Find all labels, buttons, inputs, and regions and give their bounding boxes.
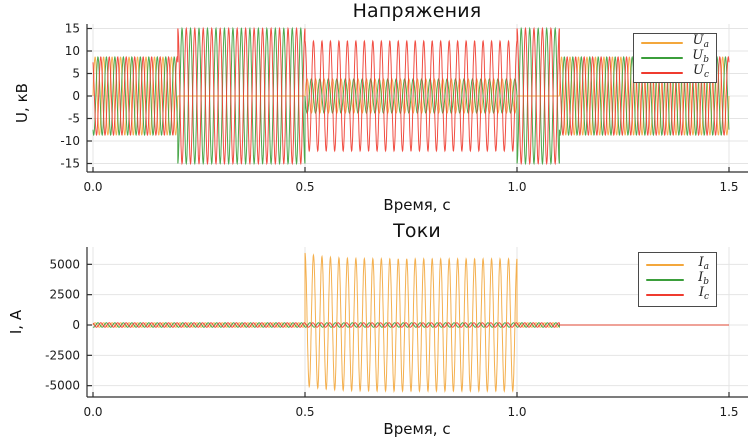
legend-label: Ib [698, 269, 709, 287]
legend-label: Ia [698, 254, 709, 272]
legend-item-U_c: Uc [641, 63, 709, 80]
voltages-legend: Ua Ub Uc [633, 33, 717, 83]
currents-y-axis-label: I, А [7, 309, 25, 335]
legend-line-sample [641, 57, 683, 59]
x-tick-label: 1.5 [719, 405, 738, 419]
x-tick-label: 1.0 [507, 180, 526, 194]
legend-line-sample [646, 278, 684, 281]
legend-item-I_b: Ib [646, 269, 709, 287]
waveform-U_b [92, 26, 730, 166]
y-tick-label: 5 [72, 67, 80, 81]
y-tick-label: 2500 [49, 288, 80, 302]
legend-item-I_c: Ic [646, 284, 709, 302]
legend-item-U_b: Ub [641, 48, 709, 65]
y-tick-label: -15 [60, 157, 80, 171]
currents-plot-title: Токи [393, 220, 441, 242]
currents-legend: Ia Ib Ic [638, 252, 717, 307]
y-tick-label: -5000 [45, 379, 80, 393]
legend-label: Ic [698, 284, 709, 302]
y-tick-label: -5 [68, 112, 80, 126]
voltages-y-axis-label: U, кВ [13, 83, 31, 123]
x-tick-label: 0.0 [83, 405, 102, 419]
x-tick-label: 0.5 [295, 405, 314, 419]
legend-line-sample [641, 72, 683, 74]
voltages-x-axis-label: Время, с [383, 196, 451, 214]
legend-line-sample [646, 293, 684, 296]
legend-label: Ub [692, 48, 709, 65]
y-tick-label: 15 [65, 22, 80, 36]
legend-line-sample [646, 263, 684, 266]
legend-line-sample [641, 42, 683, 44]
x-tick-label: 1.5 [719, 180, 738, 194]
y-tick-label: -10 [60, 134, 80, 148]
voltages-plot-title: Напряжения [352, 0, 482, 22]
y-tick-label: 10 [65, 44, 80, 58]
x-tick-label: 1.0 [507, 405, 526, 419]
currents-x-axis-label: Время, с [383, 420, 451, 438]
x-tick-label: 0.5 [295, 180, 314, 194]
y-tick-label: 5000 [49, 257, 80, 271]
y-tick-label: 0 [72, 89, 80, 103]
legend-item-U_a: Ua [641, 33, 709, 50]
legend-item-I_a: Ia [646, 254, 709, 272]
legend-label: Uc [692, 63, 709, 80]
y-tick-label: -2500 [45, 348, 80, 362]
legend-label: Ua [692, 33, 709, 50]
waveform-I_a [92, 252, 729, 393]
waveform-U_c [92, 26, 730, 166]
x-tick-label: 0.0 [83, 180, 102, 194]
waveform-I_c [92, 322, 729, 328]
y-tick-label: 0 [72, 318, 80, 332]
